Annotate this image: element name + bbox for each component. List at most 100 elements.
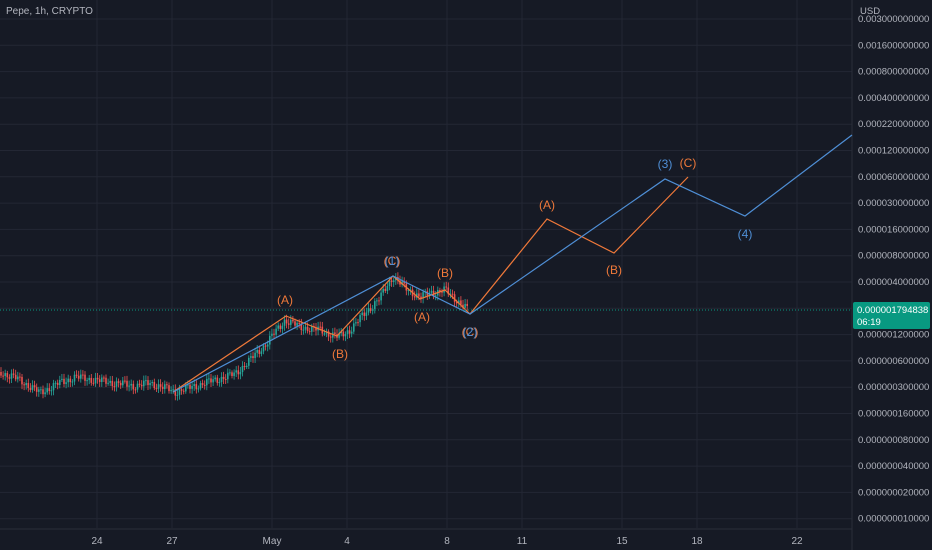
x-axis[interactable]: 24 27 May 4 8 11 15 18 22 xyxy=(91,536,803,547)
candlestick-series xyxy=(0,272,468,401)
candle-body xyxy=(235,370,237,373)
x-tick-label: 27 xyxy=(166,536,178,547)
current-price-value: 0.000001794838 xyxy=(857,305,928,316)
candle-body xyxy=(266,344,269,347)
candle-body xyxy=(65,382,67,384)
elliott-wave-lines xyxy=(172,134,853,393)
candle-body xyxy=(80,374,82,379)
candle-body xyxy=(145,380,147,382)
wave-label-orange: (B) xyxy=(437,266,453,280)
candle-body xyxy=(227,372,229,380)
y-axis[interactable]: 0.003000000000 0.001600000000 0.0008000000… xyxy=(858,14,929,525)
y-tick-label: 0.003000000000 xyxy=(858,14,929,25)
candle-body xyxy=(466,303,468,307)
y-tick-label: 0.000000300000 xyxy=(858,382,929,393)
candle-body xyxy=(168,385,170,392)
candle-body xyxy=(90,377,93,383)
candle-body xyxy=(338,333,340,338)
candle-body xyxy=(256,349,258,353)
candle-body xyxy=(67,378,69,383)
candle-body xyxy=(71,381,74,383)
candle-body xyxy=(237,370,240,375)
candle-body xyxy=(6,373,9,378)
candle-body xyxy=(69,378,72,383)
x-tick-label: May xyxy=(263,536,282,547)
y-tick-label: 0.000400000000 xyxy=(858,93,929,104)
candle-body xyxy=(359,315,361,323)
candle-body xyxy=(48,388,51,392)
candle-body xyxy=(92,382,95,384)
candle-body xyxy=(329,336,332,338)
candle-body xyxy=(262,345,265,352)
y-tick-label: 0.000060000000 xyxy=(858,172,929,183)
candle-body xyxy=(422,292,424,299)
candle-body xyxy=(143,380,145,387)
candle-body xyxy=(378,300,380,302)
candle-body xyxy=(449,293,452,295)
candle-body xyxy=(407,290,410,292)
candle-body xyxy=(4,373,6,377)
candle-body xyxy=(52,383,55,391)
candle-body xyxy=(384,288,387,291)
candle-body xyxy=(12,373,15,375)
candle-body xyxy=(308,331,311,333)
candle-body xyxy=(348,330,351,334)
x-tick-label: 24 xyxy=(91,536,103,547)
candle-body xyxy=(300,323,303,331)
candle-body xyxy=(294,321,296,326)
candle-body xyxy=(327,331,330,337)
candle-body xyxy=(206,378,208,386)
y-tick-label: 0.000000160000 xyxy=(858,409,929,420)
candle-body xyxy=(86,380,88,382)
candle-body xyxy=(199,383,202,389)
candle-body xyxy=(344,334,347,337)
candle-body xyxy=(50,390,53,392)
candle-body xyxy=(332,332,334,338)
candle-body xyxy=(420,296,422,299)
candle-body xyxy=(63,378,65,384)
candle-body xyxy=(220,376,223,382)
candle-body xyxy=(109,380,111,383)
candle-body xyxy=(363,312,366,316)
grid-lines xyxy=(0,0,853,550)
candle-body xyxy=(138,383,141,385)
wave-label-orange: (A) xyxy=(539,198,555,212)
candle-body xyxy=(73,374,76,382)
candle-body xyxy=(174,389,177,396)
candle-body xyxy=(451,293,454,295)
candle-body xyxy=(101,377,103,382)
candle-body xyxy=(212,379,214,383)
candle-body xyxy=(432,290,435,296)
candle-body xyxy=(96,377,99,380)
candle-body xyxy=(14,374,17,380)
candle-body xyxy=(35,387,38,392)
candle-body xyxy=(149,383,151,386)
candle-body xyxy=(119,382,122,386)
candle-body xyxy=(103,377,105,379)
candle-body xyxy=(319,326,321,328)
candle-body xyxy=(271,333,273,336)
candle-body xyxy=(416,293,418,298)
candle-body xyxy=(460,300,462,305)
candle-body xyxy=(178,389,181,395)
candle-body xyxy=(107,382,109,384)
candle-body xyxy=(40,389,42,391)
candle-body xyxy=(252,356,254,359)
candle-body xyxy=(231,372,233,376)
wave-label-orange: (C) xyxy=(462,325,479,339)
candle-body xyxy=(31,385,34,390)
candle-body xyxy=(155,388,158,390)
candle-body xyxy=(254,352,256,359)
candle-body xyxy=(233,372,235,376)
y-tick-label: 0.000030000000 xyxy=(858,198,929,209)
candle-body xyxy=(159,384,162,387)
candle-body xyxy=(203,384,206,386)
y-tick-label: 0.001600000000 xyxy=(858,40,929,51)
candle-body xyxy=(285,319,288,324)
y-tick-label: 0.000004000000 xyxy=(858,277,929,288)
candle-body xyxy=(283,319,286,326)
candle-body xyxy=(38,389,40,392)
candle-body xyxy=(42,389,44,395)
